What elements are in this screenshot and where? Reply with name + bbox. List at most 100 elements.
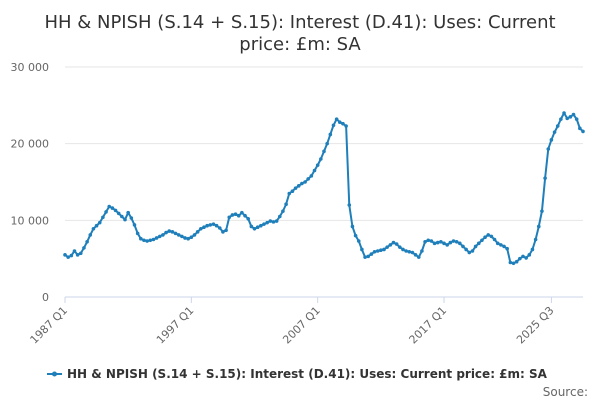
- data-point[interactable]: [312, 168, 317, 173]
- data-point[interactable]: [202, 225, 206, 230]
- data-point[interactable]: [546, 147, 551, 151]
- data-point[interactable]: [325, 141, 329, 146]
- data-point[interactable]: [189, 235, 194, 239]
- data-point[interactable]: [161, 233, 165, 237]
- data-point[interactable]: [120, 214, 124, 219]
- data-point[interactable]: [379, 248, 383, 253]
- data-point[interactable]: [271, 220, 276, 224]
- data-point[interactable]: [578, 126, 582, 131]
- data-point[interactable]: [574, 117, 579, 121]
- data-point[interactable]: [356, 239, 361, 243]
- data-point[interactable]: [265, 220, 269, 225]
- data-point[interactable]: [97, 220, 102, 225]
- data-point[interactable]: [63, 253, 67, 257]
- data-point[interactable]: [287, 191, 292, 196]
- data-point[interactable]: [363, 255, 367, 259]
- data-point[interactable]: [142, 238, 146, 243]
- data-point[interactable]: [107, 204, 112, 209]
- data-point[interactable]: [281, 209, 285, 213]
- data-point[interactable]: [183, 236, 187, 240]
- data-point[interactable]: [404, 249, 408, 253]
- data-point[interactable]: [240, 210, 244, 215]
- data-point[interactable]: [123, 217, 127, 222]
- data-point[interactable]: [382, 247, 386, 252]
- data-point[interactable]: [300, 181, 304, 186]
- data-point[interactable]: [290, 189, 295, 193]
- data-point[interactable]: [413, 253, 418, 257]
- data-point[interactable]: [527, 253, 532, 257]
- data-point[interactable]: [347, 203, 352, 207]
- data-point[interactable]: [518, 256, 522, 261]
- data-point[interactable]: [416, 255, 421, 259]
- data-point[interactable]: [360, 247, 364, 252]
- data-point[interactable]: [88, 233, 93, 237]
- data-point[interactable]: [227, 215, 232, 220]
- data-point[interactable]: [533, 237, 538, 242]
- data-point[interactable]: [208, 223, 213, 227]
- data-point[interactable]: [315, 163, 320, 167]
- data-point[interactable]: [129, 216, 134, 220]
- data-point[interactable]: [246, 217, 250, 221]
- data-point[interactable]: [173, 231, 178, 236]
- data-point[interactable]: [480, 238, 484, 243]
- data-point[interactable]: [66, 255, 70, 259]
- data-point[interactable]: [366, 254, 371, 259]
- data-point[interactable]: [296, 184, 301, 188]
- data-point[interactable]: [353, 233, 358, 238]
- data-point[interactable]: [473, 244, 478, 249]
- data-point[interactable]: [372, 249, 377, 254]
- data-point[interactable]: [499, 243, 503, 247]
- data-point[interactable]: [110, 206, 115, 210]
- data-point[interactable]: [113, 208, 118, 213]
- data-point[interactable]: [101, 215, 105, 220]
- data-point[interactable]: [461, 244, 465, 249]
- data-point[interactable]: [581, 129, 585, 134]
- data-point[interactable]: [72, 249, 77, 253]
- data-point[interactable]: [464, 247, 468, 252]
- data-point[interactable]: [214, 223, 219, 228]
- data-point[interactable]: [470, 249, 475, 253]
- data-point[interactable]: [511, 261, 516, 266]
- data-point[interactable]: [277, 214, 282, 219]
- data-point[interactable]: [432, 241, 437, 246]
- data-point[interactable]: [388, 243, 393, 247]
- data-point[interactable]: [116, 211, 121, 216]
- data-point[interactable]: [407, 249, 412, 254]
- data-point[interactable]: [375, 249, 380, 253]
- data-point[interactable]: [328, 132, 333, 137]
- data-point[interactable]: [252, 226, 257, 231]
- data-point[interactable]: [186, 236, 190, 241]
- data-point[interactable]: [495, 241, 500, 246]
- data-point[interactable]: [423, 240, 427, 244]
- data-point[interactable]: [486, 233, 491, 237]
- data-point[interactable]: [126, 210, 130, 215]
- data-point[interactable]: [398, 245, 402, 249]
- data-point[interactable]: [502, 244, 506, 249]
- data-point[interactable]: [262, 222, 266, 226]
- data-point[interactable]: [167, 229, 172, 233]
- data-point[interactable]: [233, 212, 238, 216]
- data-point[interactable]: [555, 124, 560, 128]
- data-point[interactable]: [508, 260, 513, 265]
- data-point[interactable]: [309, 174, 314, 178]
- data-point[interactable]: [85, 240, 89, 244]
- data-point[interactable]: [337, 120, 342, 124]
- data-point[interactable]: [104, 210, 108, 214]
- data-point[interactable]: [476, 241, 481, 246]
- data-point[interactable]: [135, 231, 140, 236]
- data-point[interactable]: [236, 213, 241, 218]
- legend[interactable]: HH & NPISH (S.14 + S.15): Interest (D.41…: [47, 367, 548, 381]
- data-point[interactable]: [505, 246, 510, 251]
- data-point[interactable]: [170, 230, 175, 234]
- data-point[interactable]: [540, 209, 544, 213]
- data-point[interactable]: [391, 240, 396, 245]
- data-point[interactable]: [420, 249, 424, 253]
- data-point[interactable]: [543, 176, 547, 180]
- data-point[interactable]: [489, 234, 494, 239]
- data-point[interactable]: [151, 237, 156, 242]
- data-point[interactable]: [192, 233, 197, 237]
- data-point[interactable]: [458, 241, 462, 246]
- data-point[interactable]: [530, 247, 535, 252]
- data-point[interactable]: [334, 117, 339, 121]
- data-point[interactable]: [341, 121, 345, 126]
